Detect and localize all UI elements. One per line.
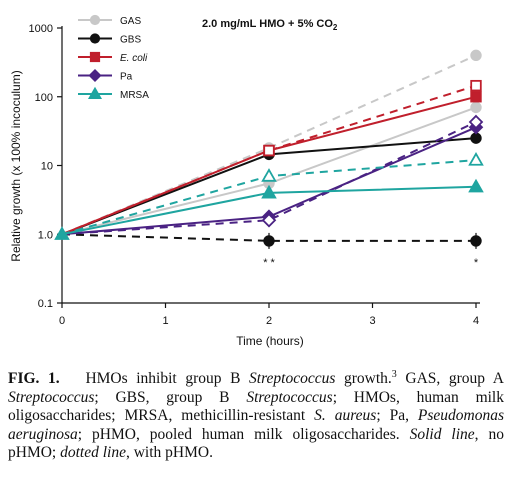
x-tick-label: 0 xyxy=(59,315,65,327)
y-tick-label: 0.1 xyxy=(38,298,53,310)
legend-mrsa-marker xyxy=(87,86,103,99)
caption-text: GAS, group A xyxy=(396,370,504,387)
x-axis-label: Time (hours) xyxy=(236,334,304,348)
pa-with-hmo-point xyxy=(468,114,484,130)
legend-mrsa-label: MRSA xyxy=(120,90,149,101)
y-tick-label: 1.0 xyxy=(38,229,53,241)
chart-axes: 0.1 1.0 10 100 1000 0 1 2 3 4 * * * xyxy=(29,23,480,327)
caption-italic: dotted line xyxy=(60,444,126,462)
e-coli-with-hmo-point xyxy=(263,144,275,157)
caption-text: ; Pa, xyxy=(376,407,418,425)
x-tick-label: 2 xyxy=(266,315,272,327)
legend-e-coli-marker xyxy=(89,51,101,63)
x-tick-label: 1 xyxy=(162,315,168,327)
mrsa-no-hmo-point xyxy=(468,178,484,193)
gas-with-hmo-point xyxy=(470,49,482,62)
caption-text: ; pHMO, pooled human milk oligosaccharid… xyxy=(77,425,410,443)
y-axis-label: Relative growth (x 100% incoculum) xyxy=(9,70,23,261)
caption-reference: 3 xyxy=(391,368,397,380)
caption-italic: Streptococcus xyxy=(246,388,333,406)
chart-legend: GAS GBS E. coli Pa MRSA xyxy=(78,14,149,101)
caption-italic: Pseudomonas aeruginosa xyxy=(8,407,504,443)
growth-chart: 0.1 1.0 10 100 1000 0 1 2 3 4 * * * GAS GBS E. coli Pa… xyxy=(9,14,484,348)
x-tick-label: 3 xyxy=(369,315,375,327)
legend-gas-label: GAS xyxy=(120,16,141,27)
caption-italic: Streptococcus xyxy=(249,370,336,387)
caption-text: growth. xyxy=(335,370,392,387)
y-tick-label: 1000 xyxy=(29,23,53,35)
e-coli-with-hmo-point xyxy=(470,79,482,92)
caption-text: , no pHMO; xyxy=(8,425,505,462)
y-tick-label: 100 xyxy=(35,92,53,104)
significance-mark: * xyxy=(474,257,479,269)
caption-italic: S. aureus xyxy=(314,407,377,425)
caption-text: ; HMOs, human milk oligosaccharides; MRS… xyxy=(8,388,504,425)
x-tick-label: 4 xyxy=(473,315,479,327)
legend-pa-marker xyxy=(88,68,102,83)
figure-caption: FIG. 1. HMOs inhibit group B Streptococc… xyxy=(8,368,505,463)
origin-point xyxy=(54,226,70,240)
legend-gbs-marker xyxy=(89,33,101,44)
gbs-no-hmo-point xyxy=(470,132,482,144)
caption-italic: Solid line xyxy=(409,425,475,443)
legend-gas-marker xyxy=(89,14,101,26)
e-coli-with-hmo-line xyxy=(61,84,477,236)
mrsa-no-hmo-point xyxy=(261,184,277,199)
legend-pa-label: Pa xyxy=(120,72,133,83)
e-coli-no-hmo-point xyxy=(470,91,482,103)
caption-italic: Streptococcus xyxy=(8,388,95,406)
pa-with-hmo-point xyxy=(261,212,277,228)
mrsa-with-hmo-point xyxy=(261,168,277,182)
caption-text: , with pHMO. xyxy=(125,444,213,462)
significance-mark: * * xyxy=(263,257,275,269)
y-tick-label: 10 xyxy=(41,161,53,173)
legend-gbs-label: GBS xyxy=(120,35,141,46)
caption-text: ; GBS, group B xyxy=(94,388,247,406)
caption-text: HMOs inhibit group B xyxy=(85,370,250,387)
mrsa-with-hmo-point xyxy=(468,152,484,166)
gas-no-hmo-point xyxy=(470,101,482,114)
chart-markers xyxy=(54,49,484,249)
caption-label: FIG. 1. xyxy=(8,370,60,387)
legend-e-coli-label: E. coli xyxy=(120,53,148,64)
chart-annotation: 2.0 mg/mL HMO + 5% CO2 xyxy=(202,18,338,32)
